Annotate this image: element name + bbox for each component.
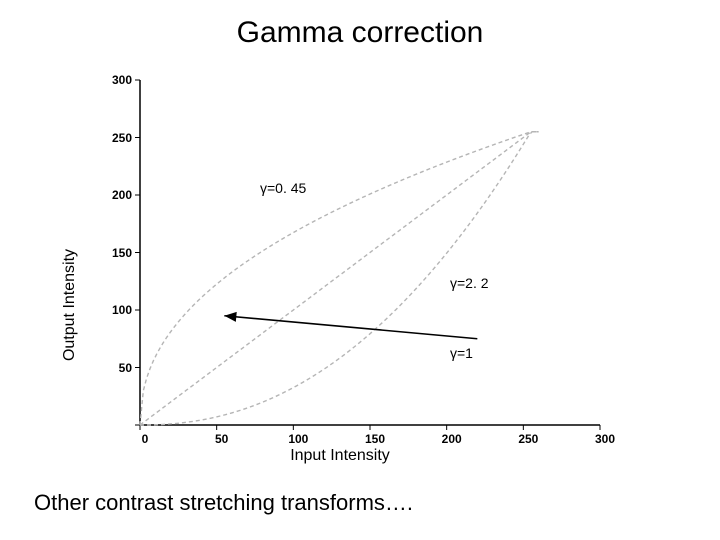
- chart-svg: [60, 65, 620, 465]
- x-tick-label: 150: [360, 432, 390, 446]
- y-tick-label: 50: [119, 361, 132, 375]
- x-tick-label: 0: [130, 432, 160, 446]
- gamma-chart: Output Intensity Input Intensity γ=0. 45…: [60, 65, 620, 465]
- curve-label-gamma-1: γ=1: [450, 345, 473, 361]
- y-tick-label: 300: [112, 73, 132, 87]
- y-tick-label: 150: [112, 246, 132, 260]
- curve-label-gamma-045: γ=0. 45: [260, 180, 306, 196]
- x-tick-label: 250: [513, 432, 543, 446]
- y-tick-label: 200: [112, 188, 132, 202]
- footer-text: Other contrast stretching transforms….: [34, 490, 413, 516]
- slide: Gamma correction Output Intensity Input …: [0, 0, 720, 540]
- y-axis-label: Output Intensity: [61, 249, 79, 361]
- x-tick-label: 100: [283, 432, 313, 446]
- x-axis-label: Input Intensity: [60, 447, 620, 465]
- slide-title: Gamma correction: [0, 16, 720, 50]
- x-tick-label: 50: [207, 432, 237, 446]
- x-tick-label: 300: [590, 432, 620, 446]
- curve-label-gamma-22: γ=2. 2: [450, 275, 489, 291]
- y-tick-label: 250: [112, 131, 132, 145]
- y-tick-label: 100: [112, 303, 132, 317]
- x-tick-label: 200: [437, 432, 467, 446]
